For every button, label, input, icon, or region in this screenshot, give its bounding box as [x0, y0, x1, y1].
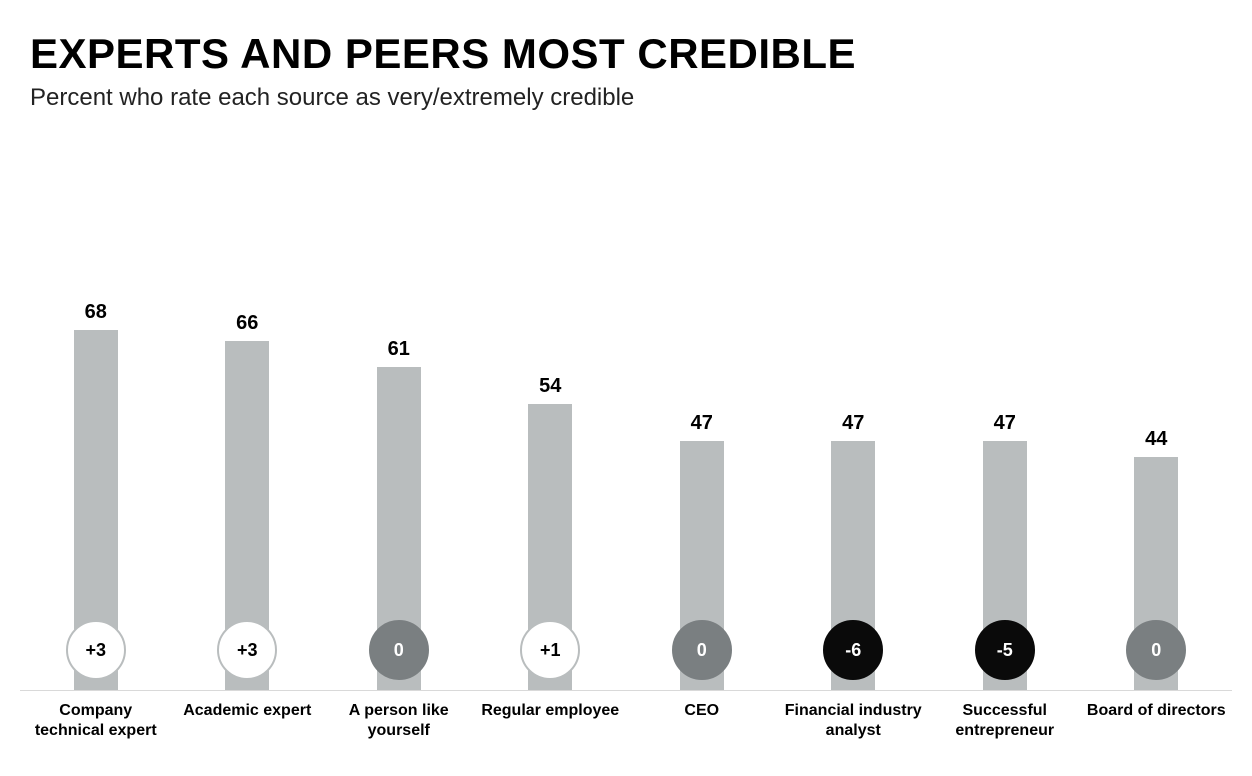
bar-value-label: 54 [539, 375, 561, 398]
bars-row: 68 +3 66 +3 61 0 54 +1 47 0 47 -6 47 -5 44 0 [20, 300, 1232, 691]
bar-value-label: 61 [388, 338, 410, 361]
bar-slot: 47 0 [626, 300, 778, 690]
category-label: Financial industry analyst [778, 701, 930, 741]
delta-badge: -5 [975, 620, 1035, 680]
delta-badge-text: 0 [394, 640, 404, 661]
page-subtitle: Percent who rate each source as very/ext… [30, 84, 1222, 112]
bar-slot: 54 +1 [475, 300, 627, 690]
bar-slot: 47 -5 [929, 300, 1081, 690]
bar-value-label: 47 [994, 412, 1016, 435]
category-label: Company technical expert [20, 701, 172, 741]
bar-value-label: 68 [85, 301, 107, 324]
category-label: Successful entrepreneur [929, 701, 1081, 741]
bar-slot: 68 +3 [20, 300, 172, 690]
delta-badge: +1 [520, 620, 580, 680]
bar-value-label: 47 [842, 412, 864, 435]
delta-badge-text: -5 [997, 640, 1013, 661]
delta-badge-text: +1 [540, 640, 561, 661]
delta-badge: +3 [217, 620, 277, 680]
delta-badge: 0 [369, 620, 429, 680]
category-label: Regular employee [475, 701, 627, 741]
delta-badge-text: +3 [237, 640, 258, 661]
bar-slot: 44 0 [1081, 300, 1233, 690]
bar-slot: 61 0 [323, 300, 475, 690]
category-label: Academic expert [172, 701, 324, 741]
labels-row: Company technical expertAcademic expertA… [20, 701, 1232, 741]
page-title: EXPERTS AND PEERS MOST CREDIBLE [30, 30, 1222, 78]
bar-slot: 66 +3 [172, 300, 324, 690]
bar-value-label: 66 [236, 312, 258, 335]
credibility-bar-chart: 68 +3 66 +3 61 0 54 +1 47 0 47 -6 47 -5 44 0 Company te… [20, 300, 1232, 766]
delta-badge: +3 [66, 620, 126, 680]
delta-badge-text: 0 [1151, 640, 1161, 661]
page: EXPERTS AND PEERS MOST CREDIBLE Percent … [0, 0, 1252, 776]
category-label: Board of directors [1081, 701, 1233, 741]
category-label: CEO [626, 701, 778, 741]
delta-badge: 0 [672, 620, 732, 680]
delta-badge-text: 0 [697, 640, 707, 661]
delta-badge-text: +3 [85, 640, 106, 661]
bar-value-label: 47 [691, 412, 713, 435]
delta-badge-text: -6 [845, 640, 861, 661]
bar-value-label: 44 [1145, 428, 1167, 451]
delta-badge: -6 [823, 620, 883, 680]
delta-badge: 0 [1126, 620, 1186, 680]
bar-slot: 47 -6 [778, 300, 930, 690]
category-label: A person like yourself [323, 701, 475, 741]
